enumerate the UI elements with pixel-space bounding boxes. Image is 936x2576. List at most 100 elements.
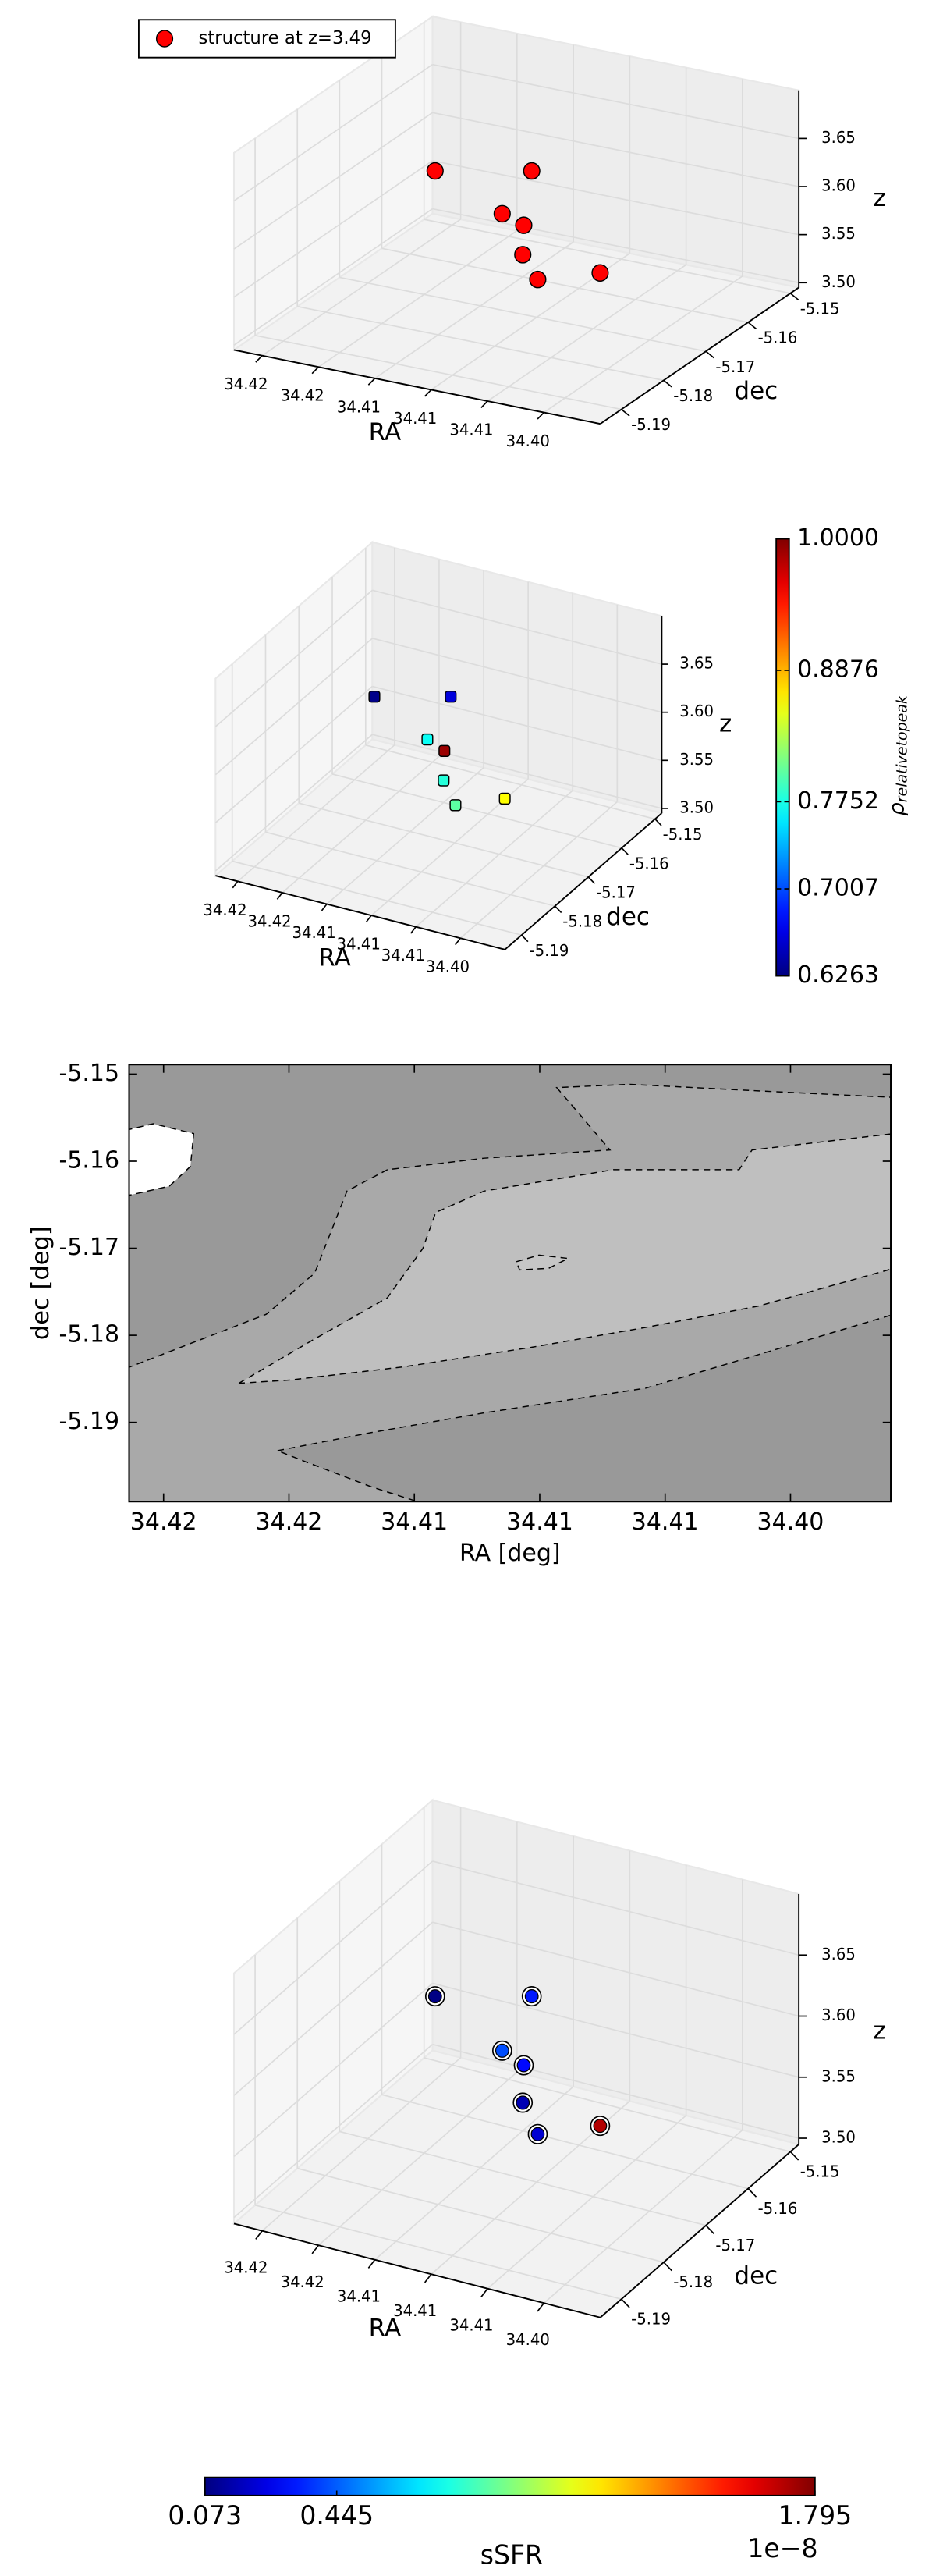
y-tick-label: -5.18 [562, 913, 602, 931]
grid-line [432, 208, 800, 284]
grid-line [237, 744, 395, 883]
grid-line [432, 2043, 800, 2139]
tick-mark [410, 926, 417, 934]
axis-line [233, 2222, 601, 2318]
x-tick-label: 34.41 [381, 947, 425, 965]
grid-line [297, 2167, 665, 2263]
y-tick-label: -5.17 [715, 2237, 755, 2254]
y-axis-label: dec [734, 2262, 778, 2290]
z-tick-label: 3.55 [679, 751, 714, 769]
z-tick-label: 3.60 [821, 2006, 856, 2024]
grid-line [214, 589, 373, 727]
tick-mark [232, 880, 239, 889]
tick-mark [747, 322, 757, 330]
colorbar-label: sSFR [480, 2539, 543, 2570]
grid-line [372, 589, 662, 665]
x-tick-label: 34.41 [337, 935, 381, 953]
colorbar-tick-label: 0.8876 [797, 656, 879, 683]
tick-mark [705, 2225, 714, 2235]
grid-line [326, 767, 484, 905]
tick-mark [321, 904, 328, 911]
z-tick-label: 3.65 [679, 654, 714, 672]
colorbar [204, 2476, 816, 2496]
y-tick-label: -5.17 [59, 1234, 120, 1261]
point [529, 270, 547, 289]
x-tick-label: 34.40 [757, 1508, 824, 1536]
grid-line [365, 744, 656, 820]
tick-mark [587, 876, 596, 884]
x-tick-label: 34.42 [203, 901, 246, 919]
y-tick-label: -5.18 [673, 387, 713, 405]
y-tick-label: -5.19 [530, 942, 569, 960]
x-tick-label: 34.41 [449, 421, 493, 439]
colorbar-tick-label: 1.0000 [797, 524, 879, 552]
grid-line [432, 63, 800, 140]
y-tick-label: -5.15 [663, 826, 703, 844]
colorbar-tick-label: 1.795 [778, 2500, 852, 2531]
point [493, 204, 511, 223]
grid-line [232, 860, 522, 936]
legend-marker [155, 30, 174, 48]
grid-line [543, 275, 743, 414]
grid-line [339, 2130, 707, 2226]
grid-line [374, 2086, 574, 2261]
x-tick-label: 34.42 [247, 912, 291, 930]
x-tick-label: 34.42 [281, 2273, 324, 2291]
x-tick-label: 34.40 [506, 2331, 550, 2349]
x-axis-label: RA [deg] [459, 1540, 561, 1567]
colorbar-tick-label: 0.7752 [797, 787, 879, 815]
grid-line [299, 802, 589, 878]
grid-line [233, 112, 433, 250]
tick-mark [789, 293, 800, 300]
colorbar-tick-label: 0.073 [168, 2500, 242, 2531]
x-axis-label: RA [318, 943, 351, 972]
x-tick-label: 34.41 [381, 1508, 448, 1536]
grid-line [254, 334, 622, 410]
x-tick-label: 34.42 [281, 387, 324, 405]
grid-line [317, 229, 518, 368]
point [438, 744, 451, 757]
tick-mark [480, 400, 488, 409]
grid-line [487, 264, 687, 402]
axis-line [215, 875, 505, 950]
y-axis-label: dec [734, 377, 778, 405]
point [530, 2127, 545, 2141]
x-tick-label: 34.40 [506, 432, 550, 450]
point [427, 1989, 442, 2004]
tick-mark [367, 2259, 376, 2269]
grid-line [424, 2057, 791, 2153]
x-tick-label: 34.41 [393, 2302, 437, 2320]
point [593, 2119, 608, 2134]
grid-line [339, 276, 707, 353]
tick-mark [455, 937, 461, 946]
tick-mark [311, 2244, 320, 2254]
grid-line [432, 1982, 800, 2078]
z-tick-label: 3.60 [821, 176, 856, 194]
grid-line [261, 219, 462, 357]
grid-line [233, 63, 433, 202]
colorbar-symbol: ρ [885, 802, 909, 815]
grid-line [214, 734, 373, 872]
y-axis-label: dec [deg] [27, 1226, 55, 1340]
tick-mark [311, 366, 319, 375]
grid-line [432, 1860, 800, 1956]
tick-mark [663, 379, 672, 388]
grid-line [282, 755, 440, 894]
plot-frame [128, 1064, 892, 1503]
tick-mark [367, 378, 376, 386]
grid-line [233, 160, 433, 298]
grid-line [372, 734, 662, 809]
point [368, 691, 381, 703]
grid-line [317, 2071, 518, 2246]
grid-line [459, 801, 618, 939]
grid-line [543, 2129, 743, 2304]
point [426, 162, 444, 180]
x-tick-label: 34.41 [449, 2316, 493, 2334]
axis-line [233, 349, 601, 425]
point [516, 2095, 530, 2110]
contour-level [129, 1064, 892, 1368]
grid-line [374, 241, 574, 379]
z-tick-label: 3.55 [821, 225, 856, 243]
y-tick-label: -5.16 [758, 2200, 798, 2218]
